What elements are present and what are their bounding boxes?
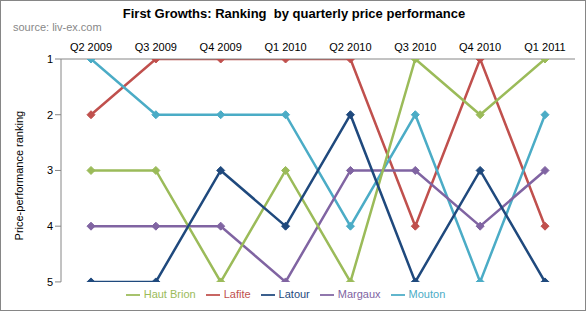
- svg-text:Q3 2010: Q3 2010: [394, 41, 436, 53]
- svg-text:2: 2: [47, 109, 53, 121]
- html-text:Latour: Latour: [278, 287, 310, 300]
- html-text:source: liv-ex.com: source: liv-ex.com: [13, 21, 102, 33]
- svg-text:Q4 2009: Q4 2009: [200, 41, 242, 53]
- svg-text:3: 3: [47, 164, 53, 176]
- svg-text:4: 4: [47, 220, 53, 232]
- svg-text:Q3 2009: Q3 2009: [135, 41, 177, 53]
- html-text:First Growths: Ranking by quar: First Growths: Ranking by quarterly pric…: [122, 6, 466, 21]
- html-text:Lafite: Lafite: [223, 287, 251, 300]
- svg-text:Q4 2010: Q4 2010: [459, 41, 501, 53]
- svg-text:5: 5: [47, 276, 53, 288]
- svg-text:1: 1: [47, 53, 53, 65]
- svg-text:Price-performance ranking: Price-performance ranking: [13, 111, 25, 241]
- html-text:Mouton: Mouton: [408, 287, 446, 300]
- svg-text:Q1 2010: Q1 2010: [264, 41, 306, 53]
- html-text:Margaux: Margaux: [337, 287, 381, 300]
- svg-text:Q1 2011: Q1 2011: [524, 41, 565, 53]
- svg-text:Q2 2010: Q2 2010: [329, 41, 371, 53]
- svg-text:Q2 2009: Q2 2009: [70, 41, 112, 53]
- html-text:Haut Brion: Haut Brion: [143, 287, 196, 300]
